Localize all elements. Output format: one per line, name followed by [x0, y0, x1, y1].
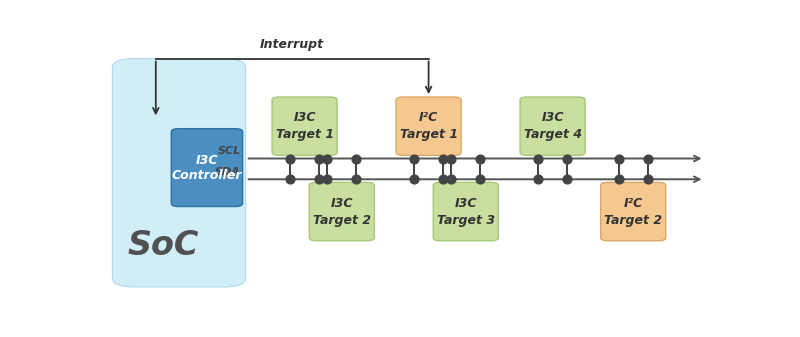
- FancyBboxPatch shape: [520, 97, 585, 155]
- Point: [561, 177, 574, 182]
- Text: I²C
Target 1: I²C Target 1: [399, 111, 458, 141]
- Point: [561, 156, 574, 161]
- Point: [641, 156, 654, 161]
- Point: [474, 177, 486, 182]
- Text: I²C
Target 2: I²C Target 2: [604, 196, 662, 226]
- Point: [350, 177, 362, 182]
- FancyBboxPatch shape: [396, 97, 461, 155]
- Point: [437, 177, 450, 182]
- FancyBboxPatch shape: [434, 182, 498, 241]
- Point: [313, 177, 326, 182]
- Point: [641, 177, 654, 182]
- Point: [321, 156, 334, 161]
- Text: I3C
Target 4: I3C Target 4: [523, 111, 582, 141]
- Point: [284, 156, 297, 161]
- Point: [613, 177, 626, 182]
- Point: [321, 177, 334, 182]
- Point: [313, 156, 326, 161]
- Text: SCL: SCL: [218, 146, 241, 156]
- Point: [613, 156, 626, 161]
- Point: [350, 156, 362, 161]
- Point: [408, 177, 421, 182]
- Point: [445, 177, 458, 182]
- FancyBboxPatch shape: [112, 59, 246, 287]
- Point: [437, 156, 450, 161]
- Point: [408, 156, 421, 161]
- Point: [474, 156, 486, 161]
- Text: Interrupt: Interrupt: [260, 38, 324, 51]
- Text: I3C
Target 1: I3C Target 1: [275, 111, 334, 141]
- Text: I3C
Target 2: I3C Target 2: [313, 196, 371, 226]
- Text: SoC: SoC: [127, 229, 198, 262]
- Point: [532, 177, 545, 182]
- Text: I3C
Target 3: I3C Target 3: [437, 196, 495, 226]
- Point: [445, 156, 458, 161]
- FancyBboxPatch shape: [171, 129, 242, 207]
- FancyBboxPatch shape: [272, 97, 337, 155]
- Text: I3C
Controller: I3C Controller: [172, 154, 242, 182]
- Text: SDA: SDA: [215, 167, 241, 177]
- Point: [532, 156, 545, 161]
- FancyBboxPatch shape: [601, 182, 666, 241]
- Point: [284, 177, 297, 182]
- FancyBboxPatch shape: [310, 182, 374, 241]
